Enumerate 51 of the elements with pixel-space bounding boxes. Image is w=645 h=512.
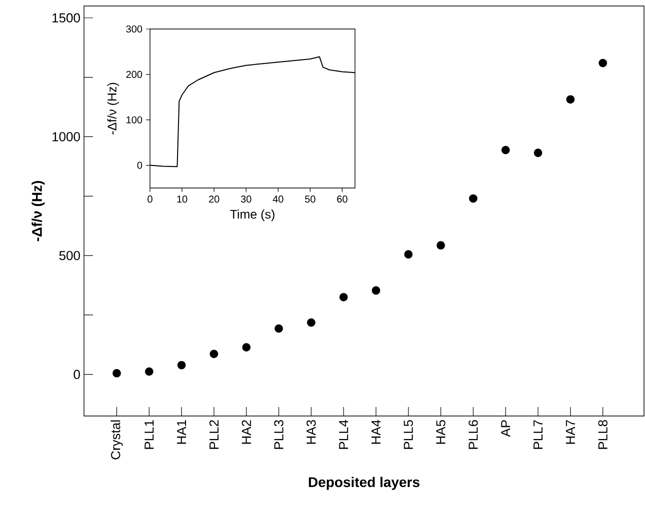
x-tick-label: PLL2	[209, 420, 218, 449]
x-axis-title: Time (s)	[230, 209, 274, 222]
x-tick-label: HA5	[436, 420, 446, 444]
x-tick-label: PLL5	[404, 420, 413, 449]
y-tick-label: 100	[126, 116, 142, 124]
y-tick-label: 300	[126, 25, 142, 33]
point	[210, 350, 218, 358]
y-axis-title: -Δf/ν (Hz)	[32, 181, 45, 242]
x-tick-label: PLL3	[274, 420, 284, 449]
point	[404, 250, 413, 259]
x-tick-label: PLL1	[144, 420, 154, 449]
point	[436, 241, 446, 250]
point	[598, 58, 608, 68]
x-tick-label: Crystal	[110, 420, 123, 460]
point	[112, 369, 121, 378]
point	[566, 95, 575, 104]
x-tick-label: HA3	[306, 420, 316, 444]
point	[144, 367, 154, 376]
x-tick-label: PLL8	[598, 420, 608, 449]
x-tick-label: AP	[501, 420, 510, 437]
x-tick-label: HA1	[177, 420, 186, 444]
y-tick-label: 1500	[52, 13, 80, 22]
x-axis-title: Deposited layers	[308, 476, 420, 490]
x-tick-label: PLL7	[534, 420, 543, 449]
x-tick-label: HA7	[566, 420, 575, 444]
point	[242, 343, 251, 352]
x-tick-label: 60	[337, 196, 348, 203]
y-tick-label: 0	[74, 370, 80, 380]
x-tick-label: 50	[305, 196, 316, 203]
y-axis-title: -Δf/ν (Hz)	[107, 82, 119, 134]
point	[534, 148, 542, 158]
x-tick-label: 40	[272, 196, 284, 203]
point	[306, 318, 316, 327]
y-tick-label: 200	[126, 70, 142, 78]
point	[339, 292, 348, 302]
point	[469, 194, 478, 203]
point	[274, 324, 283, 333]
y-tick-label: 0	[137, 162, 142, 169]
point	[372, 286, 380, 295]
x-tick-label: 30	[240, 196, 252, 203]
y-tick-label: 500	[59, 250, 80, 260]
x-tick-label: 10	[177, 196, 188, 203]
x-tick-label: 0	[148, 196, 152, 203]
x-tick-label: HA4	[372, 420, 380, 444]
point	[501, 146, 510, 154]
point	[177, 360, 186, 370]
x-tick-label: HA2	[242, 420, 251, 444]
x-tick-label: 20	[209, 196, 220, 203]
x-tick-label: PLL6	[468, 420, 478, 449]
y-tick-label: 1000	[52, 132, 80, 142]
x-tick-label: PLL4	[339, 420, 348, 449]
